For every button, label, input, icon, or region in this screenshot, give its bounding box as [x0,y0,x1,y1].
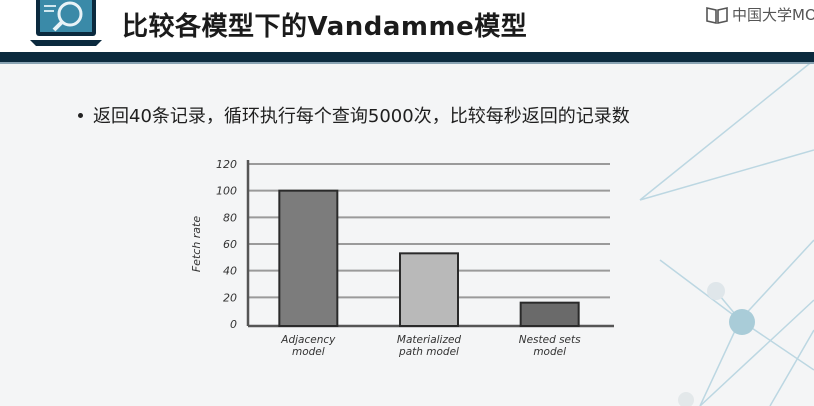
y-axis-label: Fetch rate [190,216,203,273]
x-category-label: model [292,346,325,358]
bar [519,301,580,328]
bullet-point: 返回40条记录，循环执行每个查询5000次，比较每秒返回的记录数 [78,102,630,128]
watermark-text: 中国大学MO [732,6,814,24]
monitor-magnifier-icon [30,0,102,46]
bullet-dot [78,112,83,118]
y-tick-label: 0 [230,318,237,331]
bar [278,189,339,327]
header-divider-line [0,62,814,64]
x-category-label: Nested sets [519,334,581,346]
watermark: 中国大学MO [706,4,814,25]
y-tick-label: 40 [223,265,237,278]
bar [399,252,459,327]
y-tick-label: 60 [223,238,237,251]
header-divider-bar [0,52,814,62]
y-tick-label: 120 [216,158,237,171]
y-tick-label: 100 [216,185,237,198]
bullet-text: 返回40条记录，循环执行每个查询5000次，比较每秒返回的记录数 [93,106,630,127]
x-category-label: path model [398,346,459,358]
book-icon [706,6,728,24]
y-tick-label: 80 [223,211,237,224]
slide-title: 比较各模型下的Vandamme模型 [122,12,528,42]
slide-header: 比较各模型下的Vandamme模型 中国大学MO [0,0,814,52]
x-category-label: model [533,346,566,358]
y-tick-label: 20 [223,291,237,304]
x-category-label: Materialized [397,334,462,346]
x-category-label: Adjacency [280,334,336,346]
